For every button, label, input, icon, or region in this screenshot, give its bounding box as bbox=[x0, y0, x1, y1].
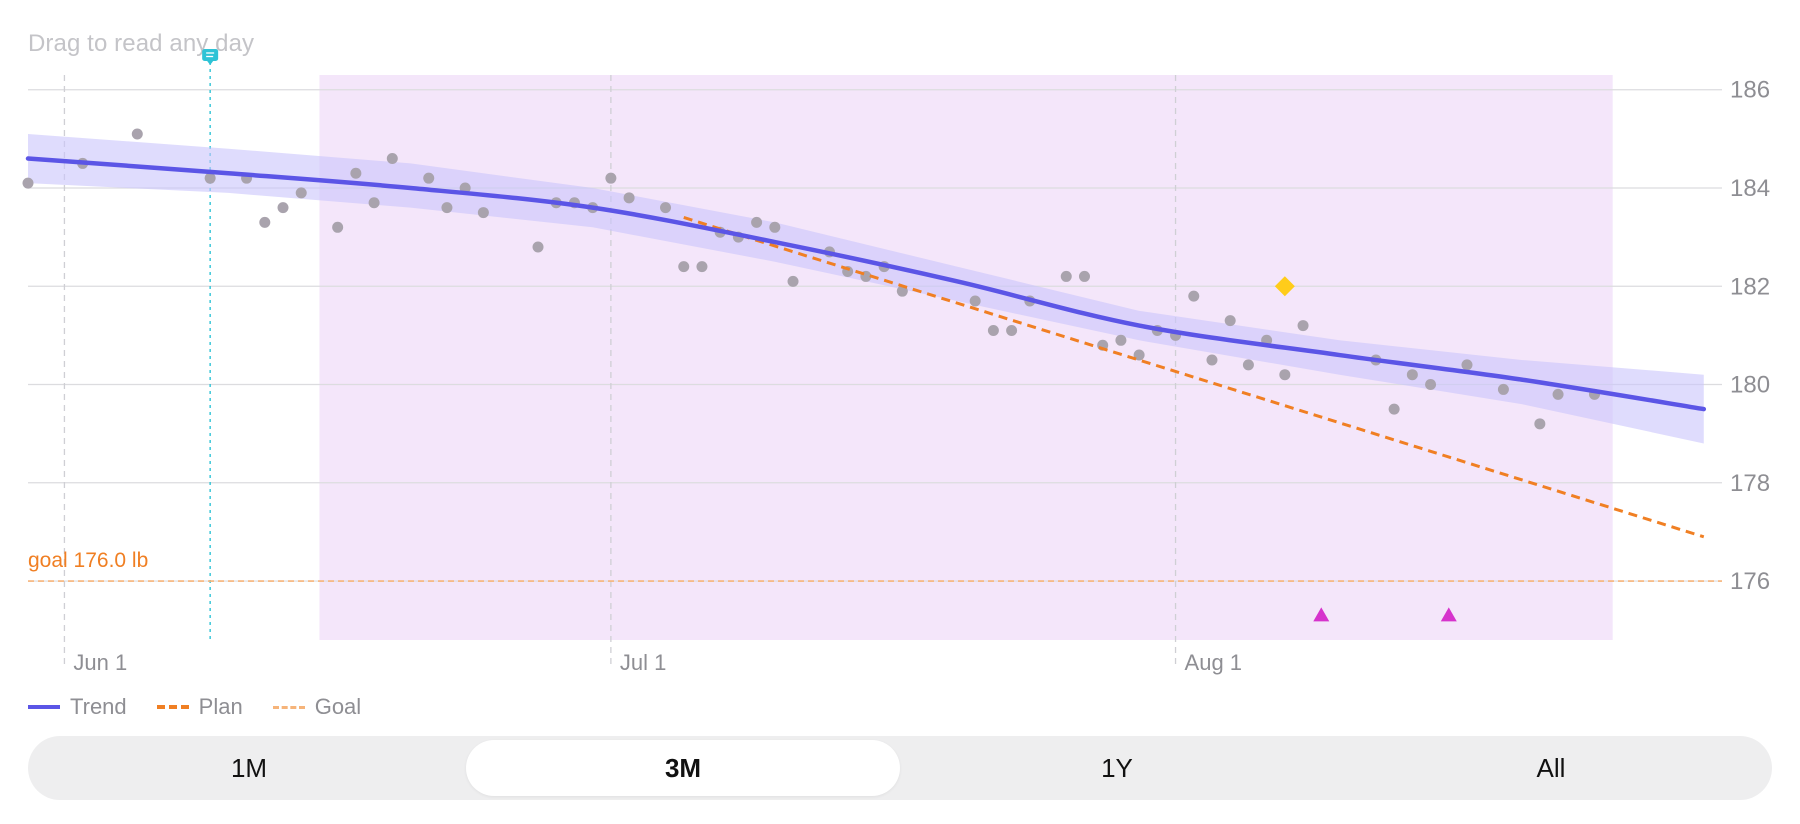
x-tick-label: Jun 1 bbox=[73, 650, 127, 675]
weight-reading-point bbox=[1242, 359, 1254, 371]
weight-reading-point bbox=[22, 177, 34, 189]
y-tick-label: 184 bbox=[1730, 175, 1770, 202]
goal-label: goal 176.0 lb bbox=[28, 549, 148, 572]
weight-reading-point bbox=[532, 241, 544, 253]
range-option-1y[interactable]: 1Y bbox=[1101, 752, 1133, 783]
weight-reading-point bbox=[1224, 315, 1236, 327]
weight-reading-point bbox=[751, 216, 763, 228]
plan-swatch bbox=[156, 705, 189, 709]
trend-swatch bbox=[28, 705, 60, 709]
y-tick-label: 186 bbox=[1730, 77, 1770, 104]
legend-label-trend: Trend bbox=[70, 694, 127, 719]
y-tick-label: 176 bbox=[1730, 568, 1770, 595]
note-icon-body bbox=[202, 49, 219, 61]
weight-reading-point bbox=[1425, 379, 1437, 391]
weight-reading-point bbox=[969, 295, 981, 307]
weight-reading-point bbox=[259, 216, 271, 228]
weight-reading-point bbox=[1297, 320, 1309, 332]
weight-reading-point bbox=[1388, 403, 1400, 415]
diamond-marker bbox=[1274, 276, 1295, 297]
weight-reading-point bbox=[1279, 369, 1291, 381]
weight-reading-point bbox=[769, 221, 781, 233]
weight-reading-point bbox=[332, 221, 344, 233]
weight-reading-point bbox=[204, 172, 216, 184]
weight-reading-point bbox=[1552, 388, 1564, 400]
weight-reading-point bbox=[1206, 354, 1218, 366]
weight-reading-point bbox=[987, 324, 999, 336]
weight-reading-point bbox=[368, 197, 380, 209]
note-icon bbox=[202, 49, 219, 65]
chart-legend: Trend Plan Goal bbox=[28, 692, 361, 722]
trend-line bbox=[25, 156, 1707, 412]
weight-reading-point bbox=[477, 207, 489, 219]
weight-reading-point bbox=[660, 202, 672, 214]
weight-reading-point bbox=[1006, 324, 1018, 336]
legend-item-goal: Goal bbox=[272, 694, 362, 720]
weight-reading-point bbox=[1461, 359, 1473, 371]
triangle-marker bbox=[1440, 607, 1457, 622]
y-tick-label: 178 bbox=[1730, 470, 1770, 497]
weight-reading-point bbox=[696, 261, 708, 273]
weight-reading-point bbox=[1060, 270, 1072, 282]
y-tick-label: 180 bbox=[1730, 372, 1770, 399]
weight-chart[interactable]: 176 178 180 182 184 186 Jun 1 Jul 1 Aug 1 goal 17… bbox=[0, 0, 1800, 690]
note-icon-tail bbox=[207, 61, 214, 65]
weight-reading-point bbox=[1406, 369, 1418, 381]
legend-label-goal: Goal bbox=[314, 694, 362, 719]
weight-reading-point bbox=[277, 202, 289, 214]
plan-line bbox=[683, 216, 1705, 539]
weight-reading-point bbox=[787, 275, 799, 287]
x-tick-label: Jul 1 bbox=[620, 650, 666, 675]
weight-reading-point bbox=[1534, 418, 1546, 430]
weight-reading-point bbox=[605, 172, 617, 184]
weight-reading-point bbox=[131, 128, 143, 140]
range-option-3m[interactable]: 3M bbox=[466, 740, 900, 796]
weight-reading-point bbox=[1497, 383, 1509, 395]
range-option-1m[interactable]: 1M bbox=[230, 752, 268, 783]
legend-item-plan: Plan bbox=[156, 694, 243, 720]
goal-swatch bbox=[272, 705, 305, 709]
weight-reading-point bbox=[423, 172, 435, 184]
weight-reading-point bbox=[295, 187, 307, 199]
weight-reading-point bbox=[1115, 334, 1127, 346]
weight-reading-point bbox=[896, 285, 908, 297]
weight-reading-point bbox=[441, 202, 453, 214]
y-tick-label: 182 bbox=[1730, 273, 1770, 300]
weight-reading-point bbox=[678, 261, 690, 273]
weight-reading-point bbox=[1188, 290, 1200, 302]
legend-item-trend: Trend bbox=[28, 694, 127, 720]
weight-reading-point bbox=[623, 192, 635, 204]
range-option-all[interactable]: All bbox=[1536, 752, 1566, 783]
range-selector: 1M 3M 1Y All bbox=[28, 736, 1772, 800]
weight-reading-point bbox=[386, 153, 398, 165]
x-tick-label: Aug 1 bbox=[1185, 650, 1243, 675]
legend-label-plan: Plan bbox=[198, 694, 243, 719]
triangle-marker bbox=[1313, 607, 1330, 622]
weight-reading-point bbox=[1078, 270, 1090, 282]
weight-reading-point bbox=[350, 167, 362, 179]
